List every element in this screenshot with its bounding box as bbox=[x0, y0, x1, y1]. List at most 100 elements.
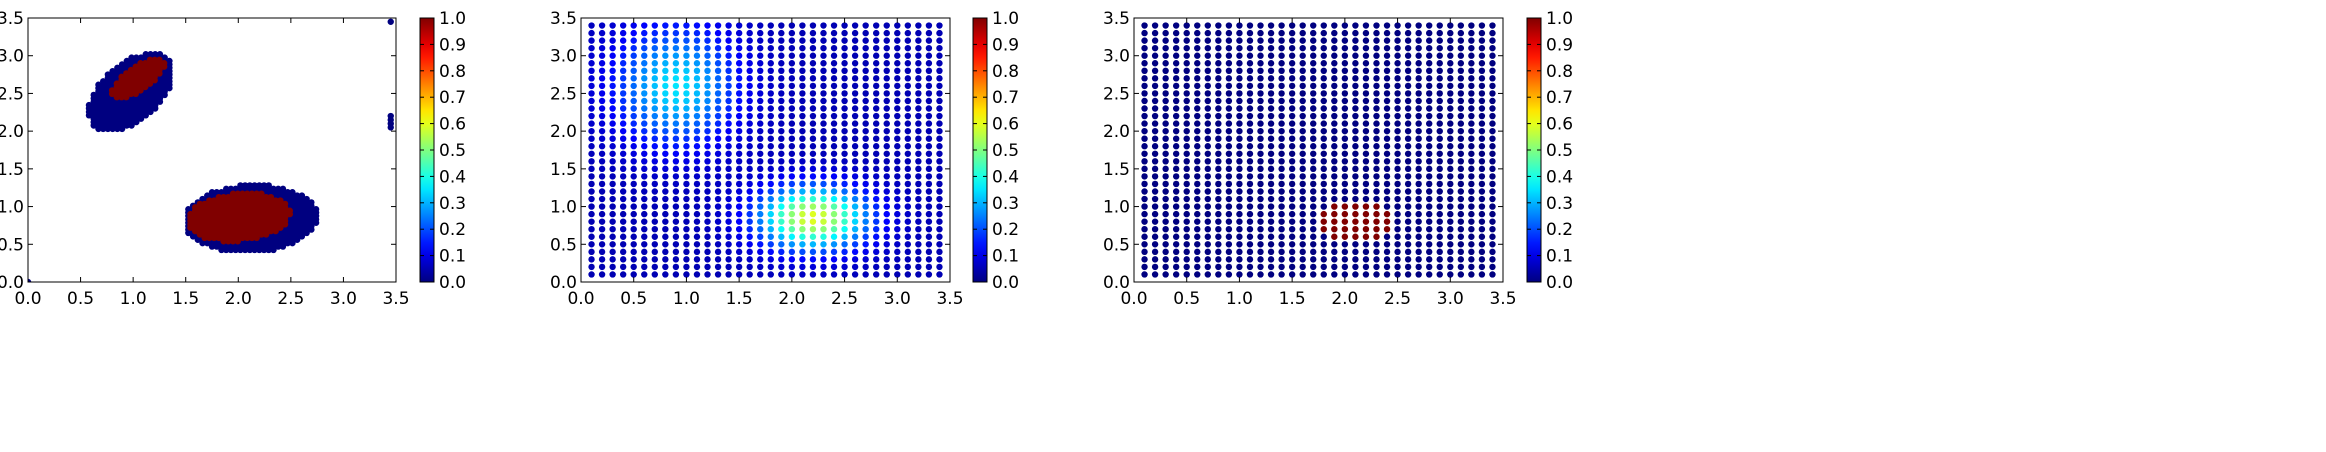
data-point bbox=[1225, 135, 1233, 142]
data-point bbox=[1404, 75, 1412, 82]
data-point bbox=[1383, 150, 1391, 157]
data-point bbox=[609, 22, 616, 29]
data-point bbox=[1246, 75, 1254, 82]
x-tick-label: 2.5 bbox=[1384, 289, 1411, 309]
data-point bbox=[619, 241, 627, 248]
data-point bbox=[894, 263, 901, 271]
data-point bbox=[894, 112, 901, 120]
data-point bbox=[1310, 256, 1317, 263]
data-point bbox=[936, 82, 943, 90]
data-point bbox=[1436, 226, 1443, 233]
data-point bbox=[904, 241, 912, 248]
data-point bbox=[1394, 37, 1401, 44]
data-point bbox=[1373, 97, 1380, 105]
data-point bbox=[1415, 180, 1422, 188]
data-point bbox=[1162, 135, 1169, 142]
data-point bbox=[1278, 248, 1285, 256]
data-point bbox=[735, 112, 743, 120]
data-point bbox=[788, 127, 796, 135]
data-point bbox=[1394, 180, 1401, 188]
data-point bbox=[672, 44, 680, 52]
data-point bbox=[1331, 120, 1338, 127]
data-point bbox=[1489, 60, 1496, 67]
data-point bbox=[1415, 256, 1422, 263]
data-point bbox=[894, 52, 901, 59]
data-point bbox=[704, 67, 711, 75]
data-point bbox=[1489, 37, 1496, 44]
data-point bbox=[1426, 120, 1433, 127]
data-point bbox=[1246, 203, 1254, 210]
data-point bbox=[1194, 120, 1201, 127]
data-point bbox=[714, 90, 722, 97]
data-point bbox=[851, 226, 859, 233]
data-point bbox=[1373, 173, 1380, 180]
data-point bbox=[1151, 90, 1159, 97]
data-point bbox=[714, 188, 722, 195]
data-point bbox=[630, 233, 637, 240]
data-point bbox=[904, 29, 912, 37]
data-point bbox=[830, 271, 838, 278]
data-point bbox=[809, 218, 817, 225]
data-point bbox=[609, 203, 616, 210]
data-point bbox=[662, 75, 669, 82]
data-point bbox=[1215, 52, 1222, 59]
data-point bbox=[1447, 241, 1454, 248]
data-point bbox=[1246, 22, 1254, 29]
data-point bbox=[1447, 135, 1454, 142]
data-point bbox=[1267, 29, 1275, 37]
data-point bbox=[714, 60, 722, 67]
data-point bbox=[873, 188, 880, 195]
data-point bbox=[1352, 37, 1359, 44]
data-point bbox=[662, 143, 669, 150]
data-point bbox=[284, 189, 291, 196]
data-point bbox=[704, 150, 711, 157]
data-point bbox=[725, 67, 732, 75]
data-point bbox=[1426, 75, 1433, 82]
data-point bbox=[746, 52, 753, 59]
data-point bbox=[788, 241, 796, 248]
data-point bbox=[915, 150, 922, 157]
data-point bbox=[598, 105, 606, 112]
data-point bbox=[1278, 233, 1285, 240]
data-point bbox=[588, 226, 595, 233]
data-point bbox=[894, 90, 901, 97]
data-point bbox=[651, 67, 658, 75]
data-point bbox=[588, 143, 595, 150]
data-point bbox=[788, 44, 796, 52]
data-point bbox=[1436, 75, 1443, 82]
data-point bbox=[1215, 82, 1222, 90]
data-point bbox=[841, 150, 848, 157]
data-point bbox=[1373, 29, 1380, 37]
data-point bbox=[757, 271, 764, 278]
data-point bbox=[1436, 173, 1443, 180]
data-point bbox=[1310, 22, 1317, 29]
data-point bbox=[1236, 218, 1243, 225]
data-point bbox=[1183, 180, 1190, 188]
data-point bbox=[936, 226, 943, 233]
data-point bbox=[809, 165, 817, 173]
data-point bbox=[1299, 29, 1306, 37]
data-point bbox=[735, 203, 743, 210]
data-point bbox=[1141, 67, 1148, 75]
data-point bbox=[851, 90, 859, 97]
data-point bbox=[672, 203, 680, 210]
data-point bbox=[883, 82, 890, 90]
data-point bbox=[1162, 210, 1169, 218]
data-point bbox=[1267, 226, 1275, 233]
data-point bbox=[1426, 173, 1433, 180]
data-point bbox=[1141, 233, 1148, 240]
data-point bbox=[1299, 22, 1306, 29]
data-point bbox=[894, 22, 901, 29]
data-point bbox=[1225, 44, 1233, 52]
data-point bbox=[915, 233, 922, 240]
data-point bbox=[1426, 60, 1433, 67]
data-point bbox=[1457, 150, 1465, 157]
data-point bbox=[1236, 150, 1243, 157]
data-point bbox=[915, 203, 922, 210]
data-point bbox=[894, 210, 901, 218]
data-point bbox=[862, 195, 869, 203]
data-point bbox=[1278, 52, 1285, 59]
data-point bbox=[757, 241, 764, 248]
data-point bbox=[693, 60, 701, 67]
data-point bbox=[1383, 90, 1391, 97]
